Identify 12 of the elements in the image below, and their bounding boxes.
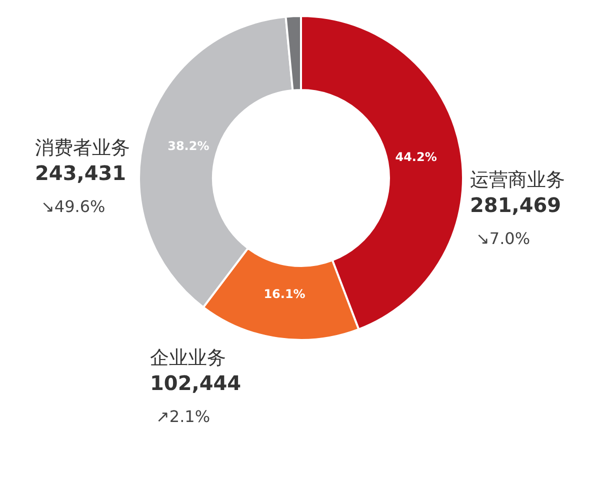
slice-label: 运营商业务 (470, 169, 565, 191)
data-label: 44.2% (395, 150, 437, 164)
data-label: 38.2% (168, 139, 210, 154)
text: ↗2.1% (156, 407, 210, 426)
data-label: 16.1% (264, 286, 306, 301)
text: ↘7.0% (476, 229, 530, 248)
text: 102,444 (150, 371, 242, 395)
text: 243,431 (35, 161, 126, 185)
text: ↘49.6% (41, 197, 106, 216)
slice-label: 消费者业务 (35, 137, 130, 159)
text: 281,469 (470, 193, 562, 217)
slice-label: 企业业务 (150, 347, 226, 369)
